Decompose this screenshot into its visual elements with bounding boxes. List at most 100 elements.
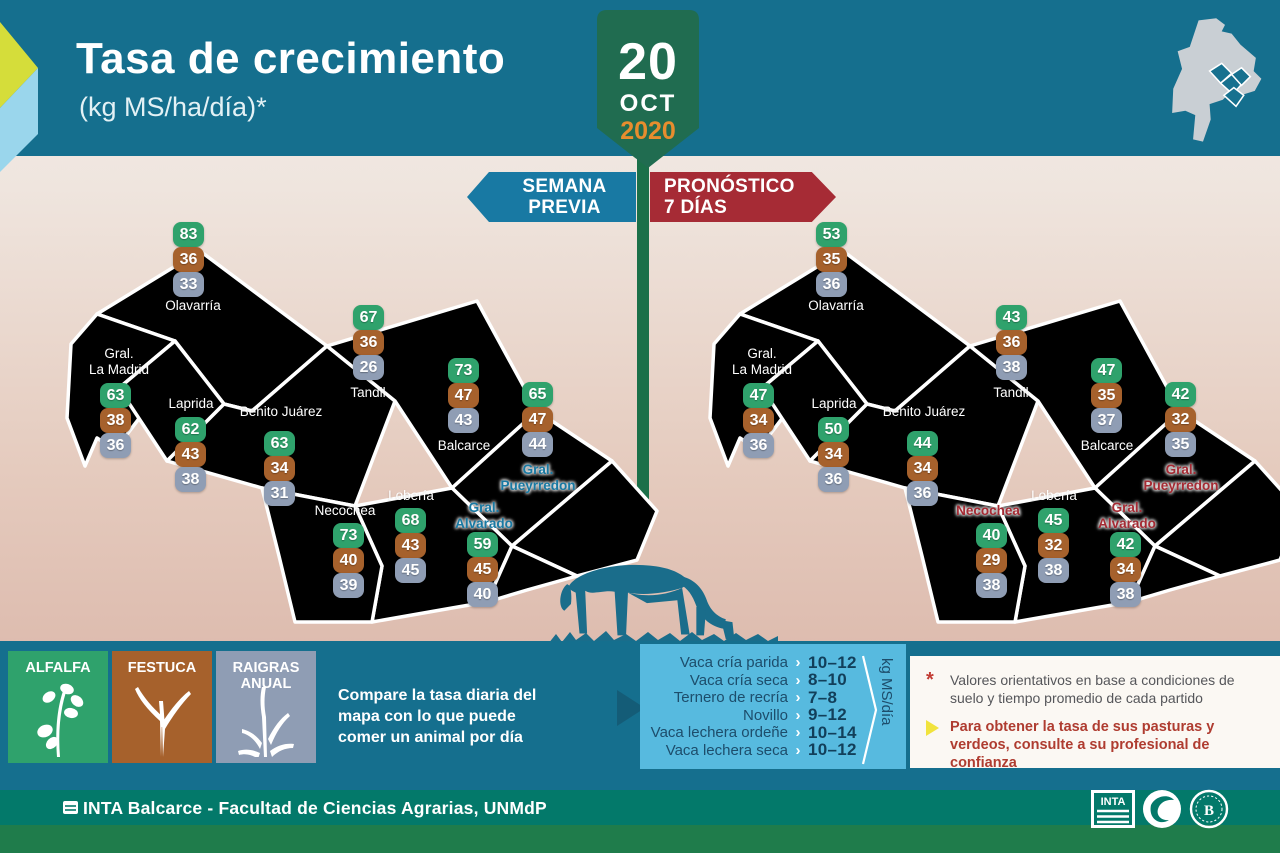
date-badge-shape: [597, 10, 699, 168]
value-pill-alfalfa: 63: [100, 383, 131, 408]
inta-logo: INTA: [1091, 790, 1135, 828]
note-orientative-text: Valores orientativos en base a condicion…: [950, 672, 1235, 706]
value-pill-alfalfa: 47: [1091, 358, 1122, 383]
intake-row: Ternero de recría › 7–8: [640, 687, 906, 707]
district-label-tandil: Tandil: [993, 385, 1029, 400]
district-label-gral-pueyrredon: Gral. Pueyrredon: [1143, 462, 1219, 493]
value-pill-raigras: 35: [1165, 432, 1196, 457]
value-pill-raigras: 36: [100, 433, 131, 458]
legend-alfalfa: ALFALFA: [8, 651, 108, 763]
value-pill-raigras: 36: [907, 481, 938, 506]
value-pill-raigras: 39: [333, 573, 364, 598]
legend-raigras-label: RAIGRAS ANUAL: [232, 660, 300, 692]
chevron-icon: ›: [795, 724, 801, 742]
value-pill-raigras: 36: [816, 272, 847, 297]
value-pill-raigras: 38: [976, 573, 1007, 598]
chevron-icon: ›: [795, 654, 801, 672]
value-pill-festuca: 36: [353, 330, 384, 355]
banner-semana-previa-line2: PREVIA: [528, 197, 601, 218]
corner-ribbon-icon: [0, 22, 38, 172]
yellow-arrow-icon: [926, 718, 950, 772]
district-values-benito-juarez: 63 34 31: [264, 431, 295, 506]
district-label-tandil: Tandil: [350, 385, 386, 400]
table-brace-icon: [862, 655, 878, 765]
value-pill-alfalfa: 59: [467, 532, 498, 557]
legend-alfalfa-label: ALFALFA: [25, 660, 91, 676]
district-values-gral-la-madrid: 63 38 36: [100, 383, 131, 458]
district-label-balcarce: Balcarce: [437, 438, 491, 453]
date-day: 20: [618, 33, 678, 91]
timeline-pole: [637, 148, 649, 530]
intake-row-value: 10–12: [808, 740, 857, 760]
banner-pronostico: PRONÓSTICO 7 DÍAS: [650, 172, 836, 222]
svg-text:B: B: [1204, 803, 1214, 819]
district-values-benito-juarez: 44 34 36: [907, 431, 938, 506]
note-professional-text: Para obtener la tasa de sus pasturas y v…: [950, 719, 1215, 771]
date-year: 2020: [620, 117, 676, 145]
district-values-loberia: 45 32 38: [1038, 508, 1069, 583]
intake-row-label: Novillo: [742, 706, 788, 724]
district-label-gral-pueyrredon: Gral. Pueyrredon: [500, 462, 576, 493]
intake-row: Vaca lechera seca › 10–12: [640, 740, 906, 760]
district-label-gral-alvarado: Gral. Alvarado: [1098, 500, 1156, 531]
value-pill-raigras: 40: [467, 582, 498, 607]
value-pill-festuca: 38: [100, 408, 131, 433]
value-pill-festuca: 35: [816, 247, 847, 272]
district-label-gral-la-madrid: Gral. La Madrid: [731, 346, 793, 377]
banner-pronostico-line2: 7 DÍAS: [664, 197, 728, 218]
intake-row: Vaca cría seca › 8–10: [640, 670, 906, 689]
district-label-laprida: Laprida: [811, 396, 857, 411]
district-values-olavarria: 53 35 36: [816, 222, 847, 297]
intake-row: Novillo › 9–12: [640, 705, 906, 725]
value-pill-raigras: 38: [1110, 582, 1141, 607]
intake-row-label: Vaca cría parida: [679, 654, 788, 672]
map-pronostico: Olavarría 53 35 36 Gral. La Madrid 47 34 36 Lapr…: [700, 222, 1280, 626]
footer-green-band: [0, 825, 1280, 853]
chevron-icon: ›: [795, 671, 801, 689]
intake-table: Vaca cría parida › 10–12 Vaca cría seca › 8–1…: [640, 644, 906, 769]
district-label-olavarria: Olavarría: [165, 298, 221, 313]
note-orientative: * Valores orientativos en base a condici…: [926, 670, 1262, 707]
value-pill-alfalfa: 67: [353, 305, 384, 330]
value-pill-alfalfa: 42: [1165, 382, 1196, 407]
district-values-gral-la-madrid: 47 34 36: [743, 383, 774, 458]
district-label-gral-la-madrid: Gral. La Madrid: [88, 346, 150, 377]
page-title: Tasa de crecimiento: [76, 34, 506, 83]
value-pill-raigras: 38: [996, 355, 1027, 380]
value-pill-raigras: 43: [448, 408, 479, 433]
map-semana-previa: Olavarría 83 36 33 Gral. La Madrid 63 38 36 Lapr…: [57, 222, 677, 626]
chevron-icon: ›: [795, 689, 801, 707]
district-values-gral-pueyrredon: 65 47 44: [522, 382, 553, 457]
district-values-laprida: 62 43 38: [175, 417, 206, 492]
footer-credit-text: INTA Balcarce - Facultad de Ciencias Agr…: [83, 798, 547, 818]
wave-logo: [1143, 790, 1181, 828]
value-pill-alfalfa: 62: [175, 417, 206, 442]
value-pill-festuca: 34: [907, 456, 938, 481]
value-pill-festuca: 40: [333, 548, 364, 573]
district-label-loberia: Lobería: [1031, 488, 1077, 503]
district-values-necochea: 40 29 38: [976, 523, 1007, 598]
value-pill-festuca: 29: [976, 548, 1007, 573]
district-values-tandil: 43 36 38: [996, 305, 1027, 380]
district-values-olavarria: 83 36 33: [173, 222, 204, 297]
intake-row-value: 7–8: [808, 687, 838, 707]
intake-row-label: Ternero de recría: [673, 689, 788, 707]
district-values-loberia: 68 43 45: [395, 508, 426, 583]
festuca-icon: [135, 687, 191, 757]
value-pill-festuca: 32: [1165, 407, 1196, 432]
cow-icon: [560, 564, 735, 640]
value-pill-festuca: 34: [1110, 557, 1141, 582]
date-badge: 20 OCT 2020: [597, 10, 699, 168]
intake-row-label: Vaca lechera seca: [665, 741, 788, 759]
intake-row-value: 9–12: [808, 705, 848, 725]
value-pill-raigras: 38: [1038, 558, 1069, 583]
district-label-laprida: Laprida: [168, 396, 214, 411]
legend-festuca: FESTUCA: [112, 651, 212, 763]
value-pill-alfalfa: 68: [395, 508, 426, 533]
intake-table-rows: Vaca cría parida › 10–12 Vaca cría seca › 8–1…: [640, 653, 906, 760]
district-label-olavarria: Olavarría: [808, 298, 864, 313]
note-professional: Para obtener la tasa de sus pasturas y v…: [926, 718, 1262, 772]
banner-semana-previa-line1: SEMANA: [522, 176, 607, 197]
mini-flag-icon: [63, 801, 78, 814]
value-pill-festuca: 45: [467, 557, 498, 582]
